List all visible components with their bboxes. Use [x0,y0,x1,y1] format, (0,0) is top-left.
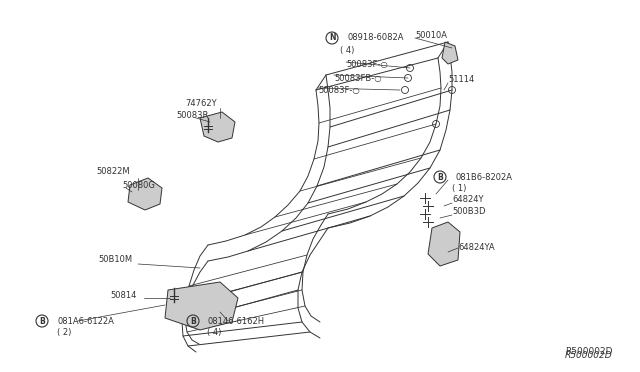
Text: 50B10M: 50B10M [98,256,132,264]
Text: R500002D: R500002D [565,347,612,356]
Text: B: B [437,173,443,182]
Text: ( 4): ( 4) [207,328,221,337]
Text: 50083R: 50083R [176,110,209,119]
Text: 50010A: 50010A [415,31,447,39]
Text: B: B [190,317,196,326]
Text: B: B [39,317,45,326]
Text: 50083F-○: 50083F-○ [318,87,360,96]
Text: N: N [329,33,335,42]
Text: 081A6-6122A: 081A6-6122A [57,317,114,326]
Text: 08146-6162H: 08146-6162H [207,317,264,326]
Polygon shape [428,222,460,266]
Text: ( 1): ( 1) [452,185,467,193]
Text: 64824YA: 64824YA [458,244,495,253]
Text: 50822M: 50822M [96,167,130,176]
Text: 50080G: 50080G [122,180,155,189]
Polygon shape [128,178,162,210]
Text: 50814: 50814 [110,291,136,299]
Text: 081B6-8202A: 081B6-8202A [455,173,512,182]
Text: ( 2): ( 2) [57,328,72,337]
Text: 74762Y: 74762Y [185,99,216,108]
Polygon shape [442,42,458,64]
Text: 50083F-○: 50083F-○ [346,61,388,70]
Polygon shape [165,282,238,330]
Text: 08918-6082A: 08918-6082A [348,33,404,42]
Text: 50083FB-○: 50083FB-○ [334,74,381,83]
Text: 51114: 51114 [448,76,474,84]
Text: ( 4): ( 4) [340,45,355,55]
Text: 64824Y: 64824Y [452,196,483,205]
Text: 500B3D: 500B3D [452,208,486,217]
Polygon shape [200,112,235,142]
Text: R500002D: R500002D [565,350,612,359]
